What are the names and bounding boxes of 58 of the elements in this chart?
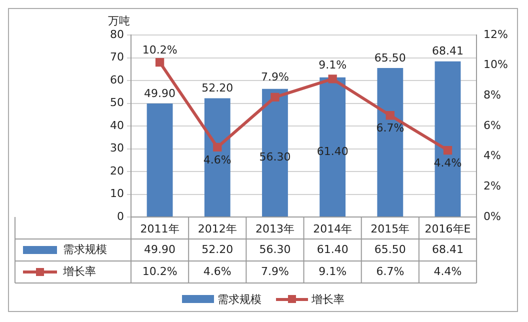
data-label: 4.6%: [203, 264, 232, 278]
bar: [146, 103, 173, 216]
data-label: 9.1%: [318, 264, 347, 278]
bar: [204, 98, 230, 216]
data-label: 6.7%: [376, 264, 404, 278]
legend-label: 需求规模: [63, 242, 107, 256]
y2-tick-label: 12%: [484, 28, 508, 41]
y2-tick-label: 10%: [484, 58, 508, 72]
text: 52.20: [202, 82, 234, 95]
y2-tick-label: 8%: [484, 88, 502, 102]
data-label: 4.4%: [434, 264, 462, 278]
x-tick-label: 2014年: [313, 222, 352, 236]
point: [328, 74, 337, 84]
point: [155, 58, 164, 67]
y2-tick-label: 4%: [484, 149, 502, 162]
y-tick-label: 60: [110, 73, 124, 86]
data-label: 52.20: [202, 242, 234, 256]
y-tick-label: 80: [110, 28, 124, 41]
text: 65.50: [374, 51, 406, 64]
y-tick-label: 10: [110, 187, 124, 200]
text: 9.1%: [318, 58, 347, 72]
data-label: 49.90: [144, 242, 176, 256]
point: [386, 111, 394, 120]
bar: [434, 61, 461, 216]
x-tick-label: 2013年: [255, 222, 294, 236]
data-label: 56.30: [259, 242, 291, 256]
x-tick-label: 2012年: [198, 222, 237, 236]
data-label: 10.2%: [142, 264, 178, 278]
data-label: 7.9%: [261, 264, 289, 278]
x-tick-label: 2016年E: [424, 222, 471, 236]
text: 49.90: [144, 86, 176, 100]
y-axis-title: 万吨: [108, 14, 130, 28]
y2-tick-label: 6%: [484, 118, 502, 132]
data-label: 68.41: [432, 242, 464, 256]
data-label: 61.40: [316, 242, 348, 256]
y-tick-label: 30: [110, 142, 124, 155]
y-tick-label: 40: [110, 118, 124, 132]
text: 增长率: [312, 292, 344, 306]
point: [443, 146, 452, 155]
point: [213, 142, 222, 152]
bar: [262, 88, 288, 216]
bar: [377, 68, 404, 216]
text: 10.2%: [142, 44, 178, 57]
text: 需求规模: [218, 292, 262, 306]
y-tick-label: 20: [110, 164, 124, 178]
x-tick-label: 2011年: [140, 222, 180, 236]
text: 7.9%: [261, 70, 289, 84]
bar: [320, 77, 346, 216]
y2-tick-label: 0%: [484, 210, 502, 223]
x-tick-label: 2015年: [370, 222, 410, 236]
y2-tick-label: 2%: [484, 180, 502, 193]
y-tick-label: 50: [110, 96, 124, 110]
text: 68.41: [432, 44, 464, 58]
y-tick-label: 70: [110, 50, 124, 64]
data-label: 65.50: [374, 242, 406, 256]
point: [270, 92, 280, 102]
legend-label: 增长率: [62, 264, 96, 278]
y-tick-label: 0: [117, 210, 124, 223]
